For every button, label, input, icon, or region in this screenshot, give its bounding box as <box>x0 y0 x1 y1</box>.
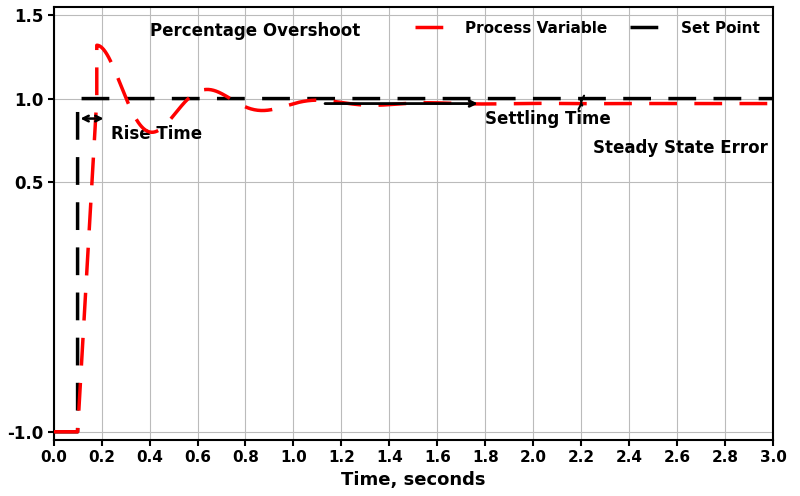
X-axis label: Time, seconds: Time, seconds <box>341 471 486 489</box>
Legend: Process Variable, Set Point: Process Variable, Set Point <box>409 14 766 42</box>
Text: Rise Time: Rise Time <box>111 125 202 143</box>
Text: Steady State Error: Steady State Error <box>594 138 768 157</box>
Text: Percentage Overshoot: Percentage Overshoot <box>150 22 360 40</box>
Text: Settling Time: Settling Time <box>486 110 611 128</box>
